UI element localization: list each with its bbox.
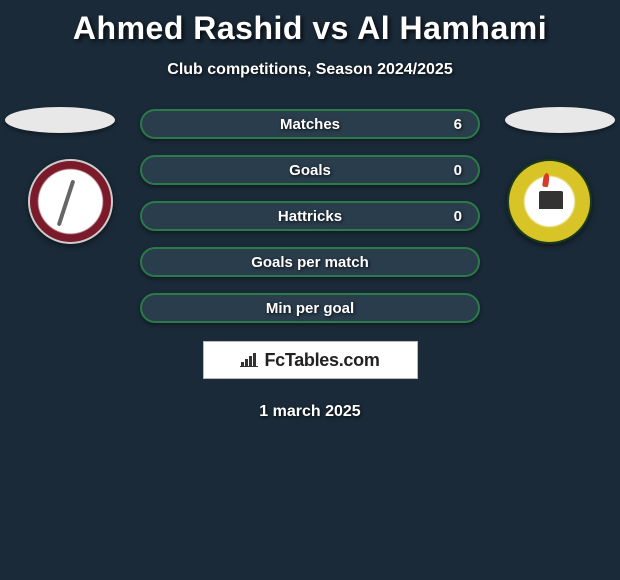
subtitle: Club competitions, Season 2024/2025: [0, 61, 620, 79]
club-badge-left: [28, 159, 113, 244]
brand-text: FcTables.com: [264, 350, 379, 371]
snapshot-date: 1 march 2025: [0, 403, 620, 421]
stat-right-value: 0: [452, 208, 462, 225]
stat-right-value: 0: [452, 162, 462, 179]
chart-icon: [240, 353, 258, 367]
club-badge-right: [507, 159, 592, 244]
stat-row: Min per goal: [140, 293, 480, 323]
brand-watermark: FcTables.com: [203, 341, 418, 379]
stat-row: Goals per match: [140, 247, 480, 277]
page-title: Ahmed Rashid vs Al Hamhami: [0, 0, 620, 47]
stat-label: Goals: [142, 162, 478, 179]
stat-row: Hattricks 0: [140, 201, 480, 231]
stat-right-value: 6: [452, 116, 462, 133]
player-photo-left-placeholder: [5, 107, 115, 133]
stat-label: Hattricks: [142, 208, 478, 225]
stat-row: Matches 6: [140, 109, 480, 139]
stats-table: Matches 6 Goals 0 Hattricks 0 Goals per …: [140, 109, 480, 323]
player-photo-right-placeholder: [505, 107, 615, 133]
stat-label: Goals per match: [142, 254, 478, 271]
comparison-area: Matches 6 Goals 0 Hattricks 0 Goals per …: [0, 109, 620, 421]
stat-label: Min per goal: [142, 300, 478, 317]
stat-label: Matches: [142, 116, 478, 133]
stat-row: Goals 0: [140, 155, 480, 185]
